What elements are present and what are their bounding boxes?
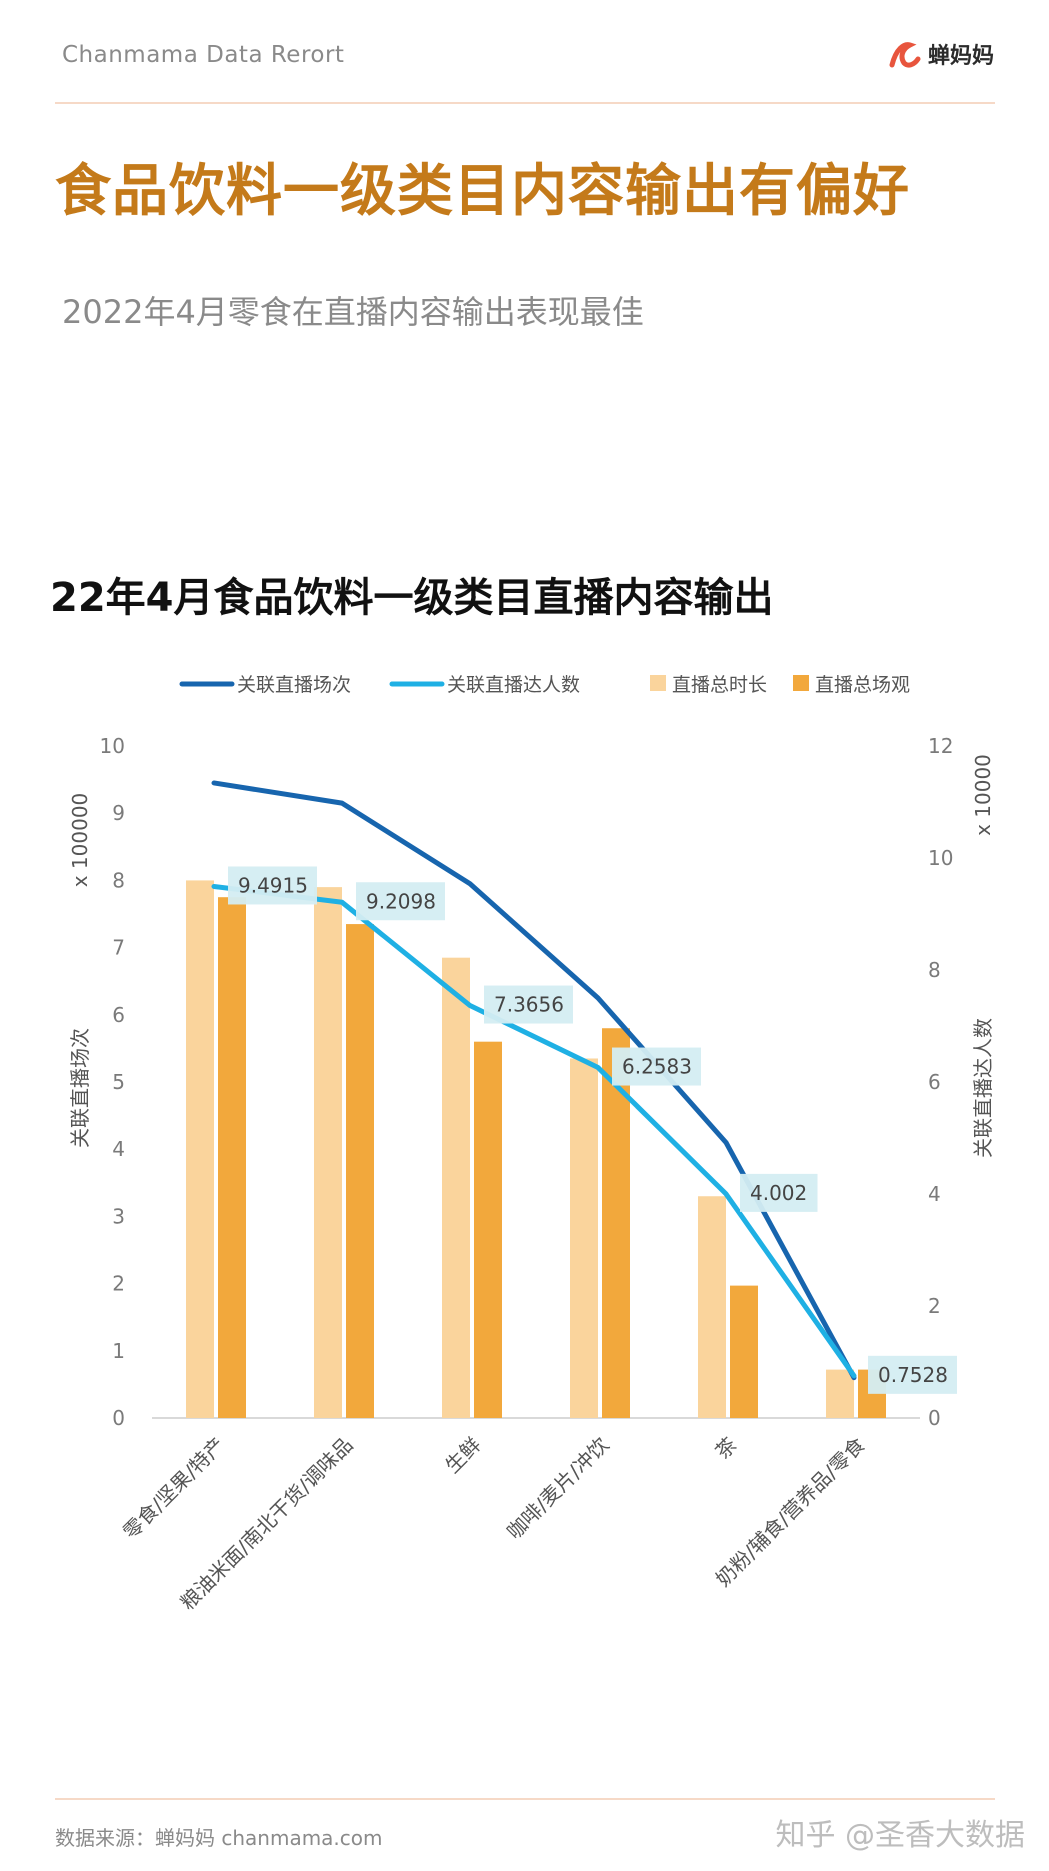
legend-swatch-4: [793, 675, 809, 691]
left-tick-7: 7: [112, 936, 125, 960]
legend-swatch-3: [650, 675, 666, 691]
category-label-3: 生鲜: [440, 1433, 485, 1478]
data-label-6: 0.7528: [878, 1363, 948, 1387]
legend-label-3: 直播总时长: [672, 674, 767, 696]
footer-divider: [55, 1798, 995, 1800]
right-tick-5: 10: [928, 846, 953, 870]
right-axis-unit: x 10000: [971, 754, 995, 836]
right-tick-6: 12: [928, 734, 953, 758]
data-label-box-3: [484, 985, 573, 1024]
logo-icon: [889, 42, 921, 68]
right-tick-2: 4: [928, 1182, 941, 1206]
right-tick-4: 8: [928, 958, 941, 982]
page-title: 食品饮料一级类目内容输出有偏好: [55, 159, 910, 224]
data-label-4: 6.2583: [622, 1055, 692, 1079]
legend-label-4: 直播总场观: [815, 674, 910, 696]
data-label-3: 7.3656: [494, 993, 564, 1017]
right-axis-title: 关联直播达人数: [971, 1018, 995, 1158]
legend-label-2: 关联直播达人数: [447, 674, 580, 696]
left-tick-8: 8: [112, 868, 125, 892]
legend-label-1: 关联直播场次: [237, 674, 351, 696]
data-label-box-1: [228, 866, 317, 905]
page-subtitle: 2022年4月零食在直播内容输出表现最佳: [62, 293, 644, 331]
left-tick-1: 1: [112, 1339, 125, 1363]
header-divider: [55, 102, 995, 104]
right-tick-0: 0: [928, 1406, 941, 1430]
bar-duration-4: [570, 1058, 598, 1418]
bar-views-5: [730, 1285, 758, 1418]
bar-views-2: [346, 924, 374, 1418]
left-axis-title: 关联直播场次: [68, 1028, 92, 1148]
line-creators: [211, 883, 857, 1379]
bar-duration-1: [186, 880, 214, 1418]
bar-views-3: [474, 1041, 502, 1418]
left-tick-3: 3: [112, 1204, 125, 1228]
bar-views-1: [218, 897, 246, 1418]
logo-text: 蝉妈妈: [927, 44, 994, 69]
category-label-6: 奶粉/辅食/营养品/零食: [711, 1433, 870, 1592]
logo: 蝉妈妈: [888, 38, 994, 70]
footer-source: 数据来源：蝉妈妈 chanmama.com: [55, 1826, 383, 1850]
left-axis-unit: x 100000: [68, 793, 92, 888]
left-tick-5: 5: [112, 1070, 125, 1094]
category-label-4: 咖啡/麦片/冲饮: [502, 1433, 613, 1544]
bar-duration-6: [826, 1369, 854, 1418]
left-tick-9: 9: [112, 801, 125, 825]
bar-duration-3: [442, 957, 470, 1418]
category-label-5: 茶: [710, 1433, 741, 1464]
data-label-box-5: [740, 1173, 818, 1212]
category-label-1: 零食/坚果/特产: [118, 1433, 229, 1544]
chart-title: 22年4月食品饮料一级类目直播内容输出: [50, 575, 774, 621]
right-tick-3: 6: [928, 1070, 941, 1094]
left-tick-0: 0: [112, 1406, 125, 1430]
left-tick-6: 6: [112, 1003, 125, 1027]
data-label-box-6: [868, 1355, 957, 1394]
data-label-box-2: [356, 882, 445, 921]
header-brand: Chanmama Data Rerort: [62, 42, 345, 68]
bar-duration-5: [698, 1196, 726, 1418]
left-tick-10: 10: [100, 734, 125, 758]
data-label-box-4: [612, 1047, 701, 1086]
watermark: 知乎 @圣香大数据: [775, 1818, 1025, 1853]
data-label-2: 9.2098: [366, 889, 436, 913]
data-label-1: 9.4915: [238, 873, 308, 897]
bar-duration-2: [314, 887, 342, 1418]
right-tick-1: 2: [928, 1294, 941, 1318]
data-label-5: 4.002: [750, 1181, 807, 1205]
left-tick-4: 4: [112, 1137, 125, 1161]
left-tick-2: 2: [112, 1272, 125, 1296]
